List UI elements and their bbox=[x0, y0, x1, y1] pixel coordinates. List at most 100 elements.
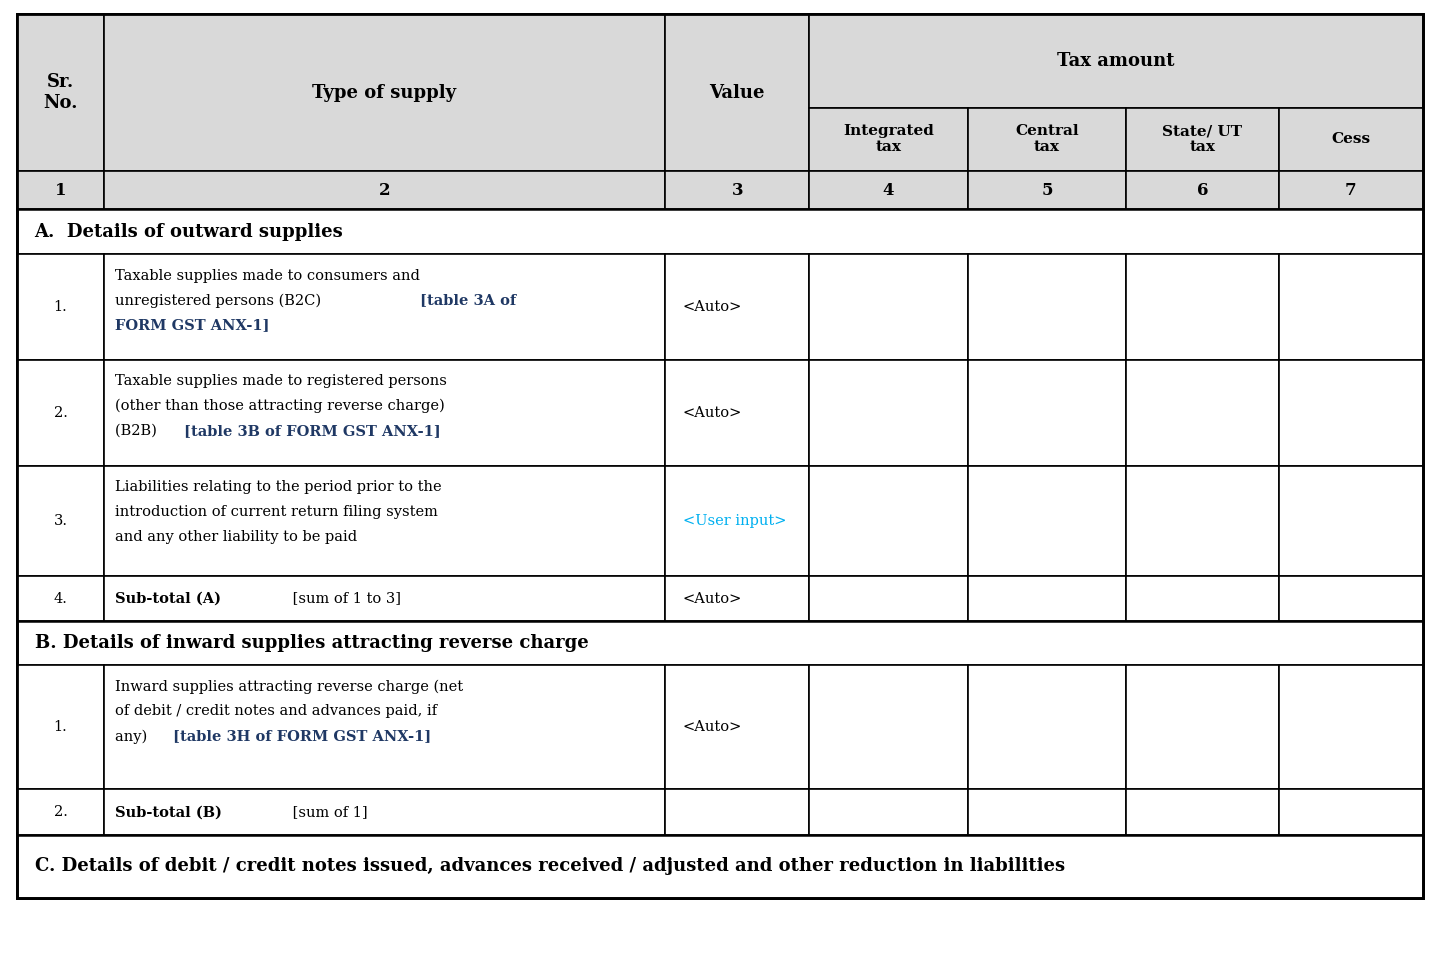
Bar bbox=[1279, 360, 1423, 466]
Text: introduction of current return filing system: introduction of current return filing sy… bbox=[115, 505, 438, 518]
Text: 7: 7 bbox=[1345, 181, 1356, 199]
Bar bbox=[17, 171, 104, 209]
Text: Taxable supplies made to registered persons: Taxable supplies made to registered pers… bbox=[115, 374, 446, 388]
Text: [table 3B of FORM GST ANX-1]: [table 3B of FORM GST ANX-1] bbox=[184, 424, 441, 438]
Bar bbox=[17, 835, 1423, 898]
Text: 1: 1 bbox=[55, 181, 66, 199]
Bar bbox=[809, 171, 968, 209]
Bar bbox=[809, 576, 968, 621]
Bar bbox=[104, 360, 665, 466]
Text: Tax amount: Tax amount bbox=[1057, 52, 1175, 70]
Bar bbox=[809, 14, 1423, 108]
Text: 6: 6 bbox=[1197, 181, 1208, 199]
Text: 1.: 1. bbox=[53, 720, 68, 734]
Bar bbox=[1279, 789, 1423, 835]
Bar bbox=[1126, 171, 1279, 209]
Bar bbox=[104, 576, 665, 621]
Text: [table 3H of FORM GST ANX-1]: [table 3H of FORM GST ANX-1] bbox=[173, 730, 431, 743]
Text: <Auto>: <Auto> bbox=[683, 720, 742, 734]
Bar bbox=[968, 466, 1126, 576]
Text: Integrated
tax: Integrated tax bbox=[842, 124, 935, 155]
Text: 3: 3 bbox=[732, 181, 743, 199]
Bar bbox=[17, 360, 104, 466]
Bar bbox=[665, 171, 809, 209]
Text: Value: Value bbox=[710, 84, 765, 102]
Bar bbox=[665, 665, 809, 789]
Text: of debit / credit notes and advances paid, if: of debit / credit notes and advances pai… bbox=[115, 705, 438, 718]
Text: Sub-total (A): Sub-total (A) bbox=[115, 591, 222, 606]
Text: [table 3A of: [table 3A of bbox=[420, 294, 517, 307]
Text: [sum of 1 to 3]: [sum of 1 to 3] bbox=[288, 591, 400, 606]
Bar bbox=[968, 171, 1126, 209]
Bar bbox=[1279, 576, 1423, 621]
Text: any): any) bbox=[115, 730, 153, 743]
Text: <Auto>: <Auto> bbox=[683, 406, 742, 420]
Text: and any other liability to be paid: and any other liability to be paid bbox=[115, 530, 357, 543]
Bar bbox=[1126, 466, 1279, 576]
Text: (B2B): (B2B) bbox=[115, 424, 161, 438]
Text: 2: 2 bbox=[379, 181, 390, 199]
Bar bbox=[1279, 466, 1423, 576]
Text: [sum of 1]: [sum of 1] bbox=[288, 805, 367, 819]
Text: Inward supplies attracting reverse charge (net: Inward supplies attracting reverse charg… bbox=[115, 680, 464, 693]
Bar bbox=[809, 108, 968, 171]
Text: Taxable supplies made to consumers and: Taxable supplies made to consumers and bbox=[115, 269, 420, 282]
Text: Sub-total (B): Sub-total (B) bbox=[115, 805, 222, 819]
Bar bbox=[17, 209, 1423, 254]
Bar bbox=[104, 14, 665, 171]
Bar bbox=[1126, 108, 1279, 171]
Bar bbox=[809, 466, 968, 576]
Text: <Auto>: <Auto> bbox=[683, 300, 742, 314]
Bar bbox=[17, 466, 104, 576]
Bar bbox=[104, 254, 665, 360]
Bar bbox=[809, 665, 968, 789]
Bar bbox=[665, 789, 809, 835]
Bar bbox=[665, 576, 809, 621]
Bar bbox=[1279, 108, 1423, 171]
Text: Sr.
No.: Sr. No. bbox=[43, 73, 78, 112]
Bar bbox=[17, 665, 104, 789]
Bar bbox=[17, 576, 104, 621]
Bar bbox=[1126, 789, 1279, 835]
Bar bbox=[809, 789, 968, 835]
Text: Type of supply: Type of supply bbox=[312, 84, 456, 102]
Bar bbox=[665, 14, 809, 171]
Text: Central
tax: Central tax bbox=[1015, 124, 1079, 155]
Bar bbox=[968, 576, 1126, 621]
Bar bbox=[665, 360, 809, 466]
Bar bbox=[968, 108, 1126, 171]
Text: 2.: 2. bbox=[53, 805, 68, 819]
Bar bbox=[17, 789, 104, 835]
Text: (other than those attracting reverse charge): (other than those attracting reverse cha… bbox=[115, 399, 445, 413]
Bar bbox=[1126, 360, 1279, 466]
Text: <User input>: <User input> bbox=[683, 514, 786, 528]
Bar bbox=[968, 254, 1126, 360]
Bar bbox=[665, 254, 809, 360]
Text: FORM GST ANX-1]: FORM GST ANX-1] bbox=[115, 319, 269, 332]
Text: 4: 4 bbox=[883, 181, 894, 199]
Text: Liabilities relating to the period prior to the: Liabilities relating to the period prior… bbox=[115, 480, 442, 493]
Bar bbox=[665, 466, 809, 576]
Bar bbox=[104, 171, 665, 209]
Text: 2.: 2. bbox=[53, 406, 68, 420]
Bar bbox=[1279, 171, 1423, 209]
Text: A.  Details of outward supplies: A. Details of outward supplies bbox=[35, 223, 343, 241]
Text: 1.: 1. bbox=[53, 300, 68, 314]
Text: 5: 5 bbox=[1041, 181, 1053, 199]
Bar bbox=[1126, 576, 1279, 621]
Text: B. Details of inward supplies attracting reverse charge: B. Details of inward supplies attracting… bbox=[35, 635, 589, 652]
Bar bbox=[968, 665, 1126, 789]
Bar bbox=[1279, 254, 1423, 360]
Bar bbox=[17, 254, 104, 360]
Text: Cess: Cess bbox=[1331, 132, 1371, 146]
Bar bbox=[104, 665, 665, 789]
Bar bbox=[1279, 665, 1423, 789]
Bar bbox=[809, 360, 968, 466]
Bar bbox=[1126, 665, 1279, 789]
Text: State/ UT
tax: State/ UT tax bbox=[1162, 124, 1243, 155]
Text: <Auto>: <Auto> bbox=[683, 591, 742, 606]
Bar bbox=[809, 254, 968, 360]
Bar bbox=[104, 789, 665, 835]
Text: C. Details of debit / credit notes issued, advances received / adjusted and othe: C. Details of debit / credit notes issue… bbox=[35, 857, 1064, 876]
Bar bbox=[17, 621, 1423, 665]
